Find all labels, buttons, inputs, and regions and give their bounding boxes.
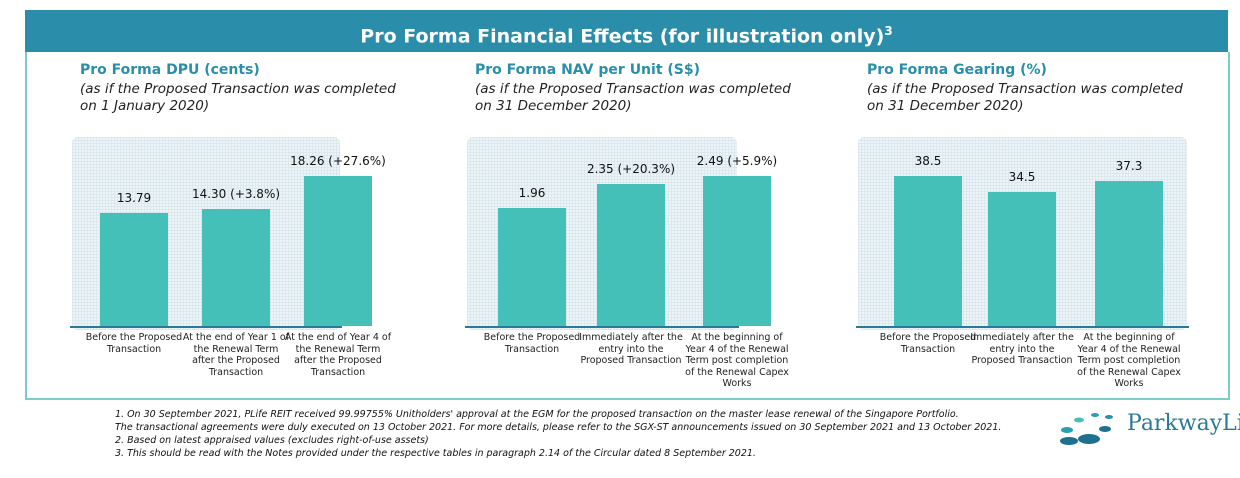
footnote: 1. On 30 September 2021, PLife REIT rece… — [115, 409, 959, 420]
category-label: Immediately after the entry into the Pro… — [970, 332, 1074, 366]
content-frame — [25, 52, 1230, 400]
chart-title: Pro Forma DPU (cents) — [80, 62, 260, 78]
category-label: Before the Proposed Transaction — [483, 332, 581, 355]
logo-dots-icon — [1060, 413, 1113, 445]
category-label: Before the Proposed Transaction — [85, 332, 183, 355]
chart-subtitle: (as if the Proposed Transaction was comp… — [80, 81, 396, 114]
bar — [894, 176, 962, 326]
chart-baseline — [465, 326, 739, 328]
footnotes: 1. On 30 September 2021, PLife REIT rece… — [115, 408, 1001, 460]
bar — [100, 213, 168, 326]
chart-subtitle: (as if the Proposed Transaction was comp… — [475, 81, 791, 114]
data-label: 2.49 (+5.9%) — [696, 154, 778, 168]
category-label: Before the Proposed Transaction — [879, 332, 977, 355]
data-label: 14.30 (+3.8%) — [191, 187, 281, 201]
data-label: 2.35 (+20.3%) — [586, 162, 676, 176]
data-label: 34.5 — [1008, 170, 1036, 184]
bar — [304, 176, 372, 326]
bar — [498, 208, 566, 326]
header-bar: Pro Forma Financial Effects (for illustr… — [25, 10, 1228, 52]
bar — [597, 184, 665, 326]
footnote: 2. Based on latest appraised values (exc… — [115, 435, 429, 446]
footnote: The transactional agreements were duly e… — [115, 422, 1002, 433]
bar — [202, 209, 270, 326]
logo-text: ParkwayLi — [1127, 411, 1240, 436]
data-label: 18.26 (+27.6%) — [290, 154, 386, 168]
header-footnote: 3 — [884, 24, 893, 38]
chart-title: Pro Forma Gearing (%) — [867, 62, 1047, 78]
data-label: 13.79 — [116, 191, 152, 205]
category-label: At the end of Year 1 of the Renewal Term… — [182, 332, 290, 378]
footnote: 3. This should be read with the Notes pr… — [115, 448, 756, 459]
data-label: 1.96 — [518, 186, 546, 200]
header-title: Pro Forma Financial Effects (for illustr… — [360, 25, 885, 48]
chart-panel: Pro Forma DPU (cents) (as if the Proposed… — [80, 62, 400, 115]
chart-baseline — [70, 326, 342, 328]
category-label: At the beginning of Year 4 of the Renewa… — [685, 332, 789, 389]
category-label: Immediately after the entry into the Pro… — [579, 332, 683, 366]
category-label: At the end of Year 4 of the Renewal Term… — [284, 332, 392, 378]
chart-title: Pro Forma NAV per Unit (S$) — [475, 62, 701, 78]
category-label: At the beginning of Year 4 of the Renewa… — [1077, 332, 1181, 389]
bar — [988, 192, 1056, 326]
bar — [1095, 181, 1163, 326]
chart-panel: Pro Forma Gearing (%) (as if the Proposed… — [867, 62, 1187, 115]
bar — [703, 176, 771, 326]
chart-subtitle: (as if the Proposed Transaction was comp… — [867, 81, 1183, 114]
chart-panel: Pro Forma NAV per Unit (S$) (as if the Pr… — [475, 62, 795, 115]
parkway-logo: ParkwayLi — [1055, 403, 1240, 453]
chart-baseline — [856, 326, 1189, 328]
data-label: 37.3 — [1115, 159, 1143, 173]
data-label: 38.5 — [914, 154, 942, 168]
